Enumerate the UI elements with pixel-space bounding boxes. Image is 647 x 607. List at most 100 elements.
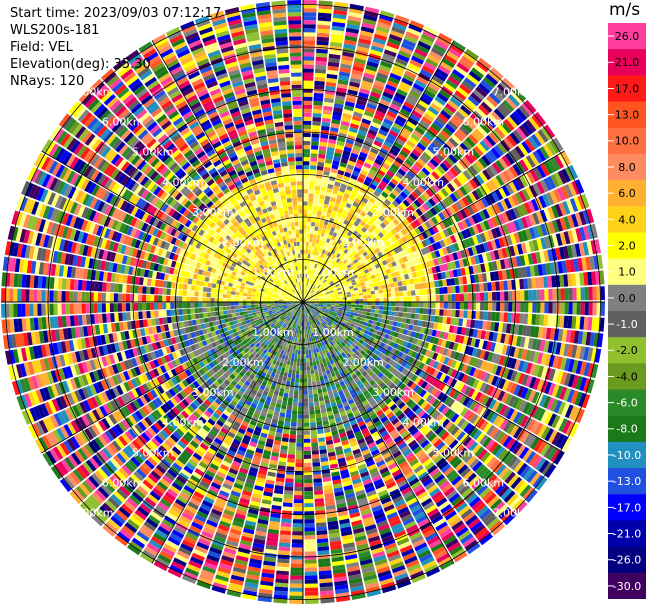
radar-gate bbox=[314, 372, 319, 378]
radar-gate bbox=[315, 360, 320, 365]
radar-gate bbox=[321, 341, 325, 346]
radar-gate bbox=[295, 370, 300, 375]
radar-gate bbox=[356, 403, 364, 410]
radar-gate bbox=[348, 340, 354, 345]
radar-gate bbox=[383, 302, 388, 306]
radar-gate bbox=[290, 571, 303, 576]
radar-gate bbox=[526, 434, 537, 448]
radar-gate bbox=[433, 494, 445, 504]
radar-gate bbox=[77, 291, 82, 302]
radar-gate bbox=[422, 477, 434, 487]
radar-gate bbox=[435, 353, 443, 362]
radar-gate bbox=[299, 378, 303, 383]
radar-gate bbox=[425, 567, 441, 578]
radar-gate bbox=[413, 384, 421, 393]
radar-gate bbox=[348, 316, 353, 321]
radar-gate bbox=[382, 474, 393, 482]
radar-gate bbox=[525, 325, 532, 337]
radar-gate bbox=[387, 345, 393, 352]
radar-gate bbox=[303, 350, 306, 355]
radar-gate bbox=[476, 329, 482, 339]
radar-gate bbox=[450, 359, 458, 369]
radar-gate bbox=[316, 526, 327, 532]
radar-gate bbox=[316, 310, 320, 314]
radar-gate bbox=[583, 346, 590, 361]
radar-gate bbox=[587, 347, 594, 362]
radar-gate bbox=[346, 352, 352, 358]
radar-gate bbox=[411, 302, 416, 308]
radar-gate bbox=[507, 474, 519, 487]
radar-gate bbox=[364, 329, 370, 335]
radar-gate bbox=[77, 303, 82, 314]
radar-gate bbox=[350, 330, 356, 335]
radar-gate bbox=[406, 399, 414, 407]
radar-gate bbox=[118, 312, 123, 322]
radar-gate bbox=[332, 366, 338, 372]
radar-gate bbox=[493, 343, 500, 353]
radar-gate bbox=[338, 307, 343, 311]
radar-gate bbox=[308, 394, 314, 399]
radar-gate bbox=[162, 302, 167, 310]
radar-gate bbox=[509, 496, 522, 509]
radar-gate bbox=[484, 514, 497, 527]
radar-gate bbox=[464, 386, 472, 396]
radar-gate bbox=[488, 441, 499, 453]
radar-gate bbox=[450, 378, 458, 388]
radar-gate bbox=[371, 305, 376, 310]
radar-gate bbox=[316, 421, 323, 427]
radar-gate bbox=[314, 490, 324, 495]
radar-gate bbox=[508, 302, 513, 312]
radar-gate bbox=[316, 335, 320, 340]
radar-gate bbox=[445, 386, 453, 396]
radar-gate bbox=[474, 527, 488, 539]
radar-gate bbox=[304, 575, 318, 580]
radar-gate bbox=[528, 302, 533, 313]
radar-gate bbox=[315, 322, 319, 327]
radar-gate bbox=[469, 400, 478, 411]
radar-gate bbox=[434, 315, 440, 323]
radar-gate bbox=[331, 339, 336, 345]
radar-gate bbox=[345, 363, 351, 370]
radar-gate bbox=[453, 428, 463, 439]
radar-gate bbox=[443, 332, 449, 340]
radar-gate bbox=[398, 312, 404, 318]
radar-gate bbox=[471, 389, 479, 400]
radar-gate bbox=[483, 383, 491, 395]
radar-gate bbox=[322, 304, 327, 306]
radar-gate bbox=[480, 360, 487, 371]
radar-gate bbox=[307, 370, 311, 375]
radar-gate bbox=[440, 431, 450, 441]
radar-gate bbox=[348, 361, 354, 367]
radar-gate bbox=[282, 396, 288, 402]
radar-gate bbox=[374, 369, 381, 376]
radar-gate bbox=[318, 304, 323, 307]
radar-gate bbox=[498, 322, 504, 333]
radar-gate bbox=[353, 339, 359, 345]
radar-gate bbox=[355, 370, 362, 377]
radar-gate bbox=[429, 336, 436, 344]
radar-gate bbox=[309, 316, 313, 321]
radar-gate bbox=[286, 376, 291, 382]
radar-gate bbox=[343, 339, 348, 345]
radar-gate bbox=[516, 336, 522, 347]
radar-gate bbox=[417, 436, 427, 446]
radar-gate bbox=[411, 461, 422, 471]
radar-gate bbox=[322, 306, 327, 309]
radar-gate bbox=[344, 405, 351, 411]
radar-gate bbox=[420, 412, 429, 421]
radar-gate bbox=[556, 370, 564, 384]
radar-gate bbox=[97, 281, 103, 292]
radar-gate bbox=[422, 391, 430, 401]
radar-gate bbox=[435, 302, 440, 309]
radar-gate bbox=[380, 416, 389, 424]
radar-gate bbox=[61, 290, 66, 302]
radar-gate bbox=[384, 356, 391, 363]
radar-gate bbox=[235, 312, 240, 317]
radar-gate bbox=[295, 349, 298, 355]
radar-gate bbox=[81, 303, 86, 314]
radar-gate bbox=[462, 536, 476, 548]
radar-gate bbox=[417, 398, 425, 407]
radar-gate bbox=[368, 319, 373, 324]
radar-gate bbox=[323, 325, 328, 330]
radar-gate bbox=[509, 346, 516, 357]
